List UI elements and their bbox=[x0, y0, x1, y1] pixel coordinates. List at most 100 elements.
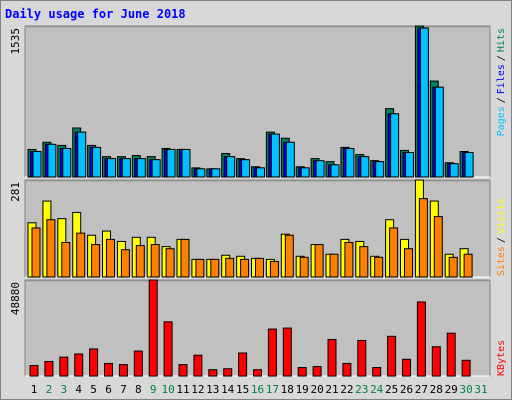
y-tick-label: 48880 bbox=[9, 282, 22, 315]
bar bbox=[238, 352, 248, 377]
x-tick-label: 13 bbox=[206, 383, 219, 396]
bar bbox=[389, 227, 399, 278]
bar bbox=[181, 148, 191, 178]
bar bbox=[107, 158, 116, 178]
bar bbox=[285, 141, 295, 178]
bar bbox=[387, 335, 397, 377]
bar bbox=[390, 113, 400, 178]
x-tick-label: 11 bbox=[176, 383, 189, 396]
x-tick-label: 15 bbox=[236, 383, 249, 396]
bar bbox=[300, 167, 310, 178]
bar bbox=[46, 219, 56, 278]
bar bbox=[241, 159, 251, 178]
x-tick-label: 2 bbox=[46, 383, 53, 396]
bar bbox=[404, 248, 413, 278]
bar bbox=[196, 168, 206, 178]
panel bbox=[24, 25, 491, 178]
bar bbox=[299, 256, 309, 278]
bar bbox=[121, 158, 131, 178]
bar bbox=[461, 359, 471, 377]
x-tick-label: 8 bbox=[135, 383, 142, 396]
bar bbox=[180, 238, 190, 278]
bar bbox=[315, 160, 325, 178]
x-tick-label: 17 bbox=[266, 383, 279, 396]
bar bbox=[433, 216, 443, 278]
bar bbox=[464, 152, 474, 178]
bar bbox=[133, 350, 143, 377]
bar bbox=[226, 156, 236, 178]
bar bbox=[359, 246, 369, 278]
bar bbox=[195, 258, 205, 278]
bar bbox=[223, 368, 233, 377]
bar bbox=[91, 244, 101, 278]
bar bbox=[44, 360, 54, 377]
x-tick-label: 14 bbox=[221, 383, 235, 396]
bar bbox=[178, 364, 188, 377]
x-tick-label: 16 bbox=[251, 383, 264, 396]
bar bbox=[270, 133, 280, 178]
x-tick-label: 12 bbox=[191, 383, 204, 396]
bar bbox=[106, 238, 115, 278]
bar bbox=[357, 339, 367, 377]
chart-title: Daily usage for June 2018 bbox=[5, 7, 186, 21]
bar bbox=[419, 27, 429, 178]
legend: KBytes bbox=[496, 340, 507, 376]
legend-entry: Sites bbox=[496, 246, 507, 276]
bar bbox=[163, 321, 173, 377]
bar bbox=[150, 244, 160, 278]
x-tick-label: 24 bbox=[370, 383, 384, 396]
bar bbox=[62, 147, 72, 178]
bar bbox=[59, 356, 69, 377]
bar bbox=[255, 257, 264, 278]
bar bbox=[74, 353, 84, 377]
x-tick-label: 7 bbox=[120, 383, 127, 396]
bar bbox=[104, 362, 113, 377]
bar bbox=[342, 362, 352, 377]
bar bbox=[402, 358, 411, 377]
x-tick-label: 25 bbox=[385, 383, 398, 396]
bar bbox=[418, 198, 428, 278]
y-tick-label: 1535 bbox=[9, 28, 22, 55]
legend-entry: KBytes bbox=[496, 340, 507, 376]
bar bbox=[31, 227, 41, 278]
x-tick-label: 28 bbox=[430, 383, 443, 396]
bar bbox=[92, 146, 102, 178]
bar bbox=[61, 241, 71, 278]
legend-separator: / bbox=[496, 55, 507, 61]
bar bbox=[267, 328, 277, 377]
bar bbox=[449, 163, 459, 178]
bar bbox=[165, 248, 175, 278]
bar bbox=[344, 241, 354, 278]
bar bbox=[372, 367, 382, 377]
bar bbox=[312, 366, 322, 377]
bar bbox=[284, 234, 294, 278]
bar bbox=[118, 364, 128, 377]
bar bbox=[297, 367, 307, 377]
bar bbox=[446, 332, 456, 377]
bar bbox=[225, 257, 235, 278]
bar bbox=[416, 301, 426, 377]
legend-entry: Visits bbox=[496, 198, 507, 234]
legend-separator: / bbox=[496, 237, 507, 243]
legend-entry: Pages bbox=[496, 106, 507, 136]
bar bbox=[211, 168, 221, 178]
bar bbox=[135, 245, 145, 278]
bar bbox=[32, 151, 42, 178]
bar bbox=[330, 164, 340, 178]
panel bbox=[24, 279, 491, 377]
legend-separator: / bbox=[496, 97, 507, 103]
x-tick-label: 3 bbox=[60, 383, 67, 396]
bar bbox=[240, 258, 250, 278]
legend: Sites / Visits bbox=[496, 198, 507, 276]
bar bbox=[120, 249, 130, 278]
bar bbox=[329, 253, 339, 278]
bar bbox=[434, 86, 444, 178]
x-tick-label: 29 bbox=[445, 383, 458, 396]
bar bbox=[282, 327, 292, 377]
bar bbox=[47, 143, 57, 178]
bar bbox=[151, 159, 161, 178]
bar bbox=[77, 131, 87, 178]
x-tick-label: 27 bbox=[415, 383, 428, 396]
bar bbox=[193, 354, 203, 377]
bar bbox=[463, 253, 473, 278]
